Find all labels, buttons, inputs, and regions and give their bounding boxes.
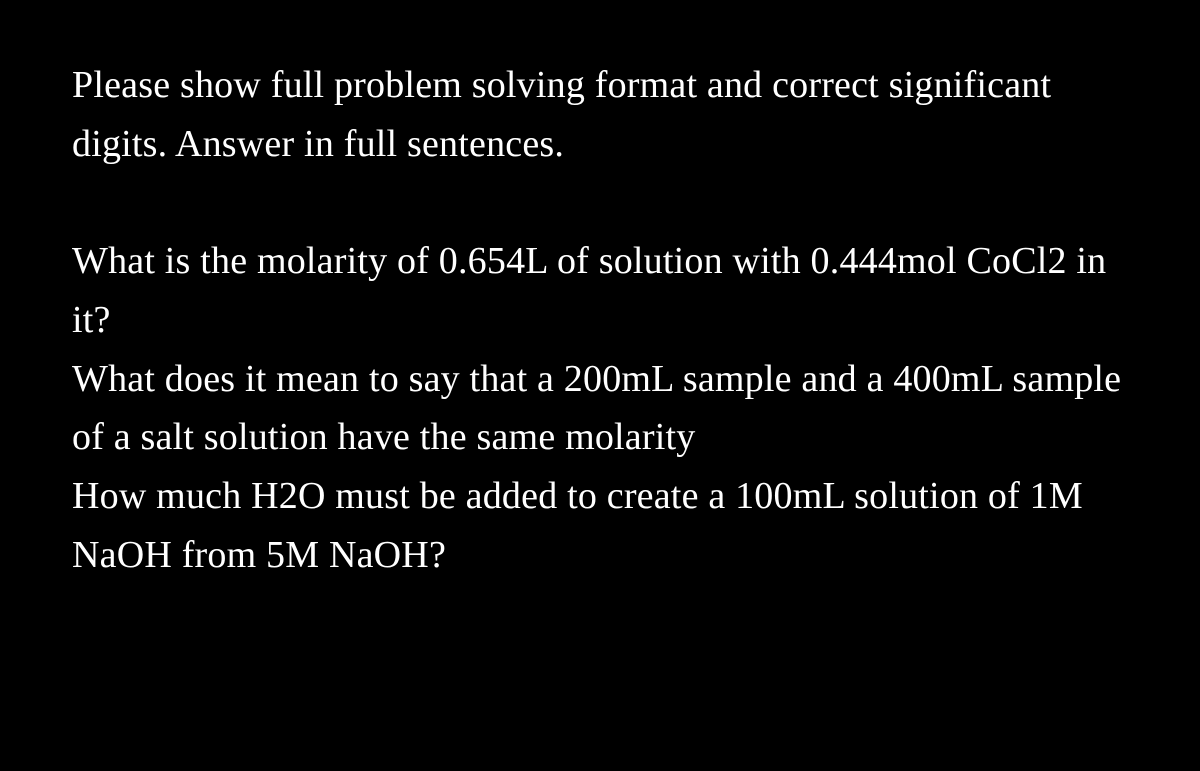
question-1: What is the molarity of 0.654L of soluti… <box>72 232 1128 350</box>
instructions-paragraph: Please show full problem solving format … <box>72 56 1128 174</box>
paragraph-gap <box>72 174 1128 232</box>
document-page: Please show full problem solving format … <box>0 0 1200 771</box>
question-2: What does it mean to say that a 200mL sa… <box>72 350 1128 468</box>
question-3: How much H2O must be added to create a 1… <box>72 467 1128 585</box>
